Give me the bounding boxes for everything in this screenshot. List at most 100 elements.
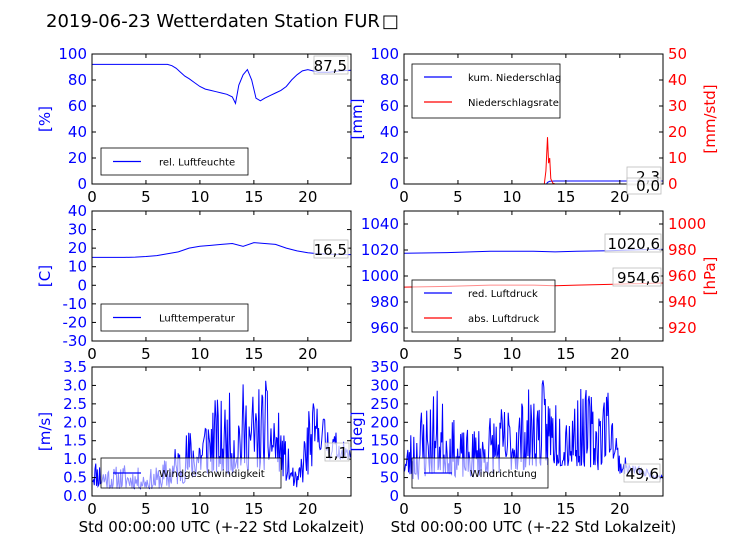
x-axis-label: Std 00:00:00 UTC (+-22 Std Lokalzeit) [391,518,677,536]
y-tick-label: 20 [68,239,87,257]
series-group [92,63,351,105]
x-tick-label: 0 [87,500,97,518]
legend: Windrichtung [411,457,549,489]
y-tick-label: 40 [380,123,399,141]
y-tick-label: 150 [370,432,399,450]
legend-frame [411,279,556,333]
legend: kum. Niederschlag Niederschlagsrate [411,63,561,119]
x-tick-label: 15 [556,188,575,206]
y2-tick-label: 940 [668,293,697,311]
x-tick-label: 20 [298,500,317,518]
y-tick-label: 2.5 [63,395,87,413]
y-tick-label: 10 [68,258,87,276]
y-tick-label: 50 [380,469,399,487]
value-label: 16,5 [314,241,347,259]
y2-tick-label: 10 [668,149,687,167]
value-label: 1020,6 [608,235,661,253]
y-axis-label: [mm] [348,99,366,140]
x-tick-label: 15 [244,345,263,363]
y-tick-label: 3.0 [63,376,87,394]
value-label: 49,6 [626,465,659,483]
series-group [404,380,663,481]
x-tick-label: 20 [298,345,317,363]
x-tick-label: 0 [87,188,97,206]
x-tick-label: 5 [453,345,463,363]
x-tick-label: 20 [610,345,629,363]
y2-tick-label: 50 [668,45,687,63]
x-tick-label: 5 [453,500,463,518]
x-tick-label: 15 [244,500,263,518]
y-tick-label: 20 [380,149,399,167]
x-tick-label: 15 [244,188,263,206]
value-label-box [313,239,349,259]
y-tick-label: 80 [380,71,399,89]
x-tick-label: 10 [502,500,521,518]
value-label: 1,1 [324,444,348,462]
y-tick-label: 350 [370,358,399,376]
plot-frame [91,53,352,185]
y-tick-label: 300 [370,376,399,394]
y-tick-label: 0.5 [63,469,87,487]
series-group [92,242,351,258]
legend-frame [411,63,561,119]
legend-entry: Windgeschwindigkeit [159,469,265,480]
y-tick-label: 0 [77,276,87,294]
y-tick-label: 100 [58,45,87,63]
y2-tick-label: 20 [668,123,687,141]
series-group [404,137,663,184]
x-tick-label: 10 [190,500,209,518]
value-label: 954,6 [617,269,660,287]
y-tick-label: -20 [63,313,88,331]
y-tick-label: 0 [389,487,399,505]
y-tick-label: 3.5 [63,358,87,376]
y-tick-label: 1020 [361,241,399,259]
plot-frame [91,210,352,342]
y-tick-label: 1000 [361,267,399,285]
x-tick-label: 10 [502,188,521,206]
y2-axis-label: [hPa] [701,257,719,296]
y-tick-label: 0 [389,175,399,193]
legend-entry: Windrichtung [470,469,537,480]
y2-tick-label: 40 [668,71,687,89]
legend-entry: rel. Luftfeuchte [159,158,235,169]
y-tick-label: 1040 [361,215,399,233]
legend: red. Luftdruck abs. Luftdruck [411,279,556,333]
y-tick-label: 960 [370,319,399,337]
y-tick-label: 20 [68,149,87,167]
x-tick-label: 10 [190,188,209,206]
x-tick-label: 0 [399,345,409,363]
value-label-box [313,55,349,75]
figure-title: 2019-06-23 Wetterdaten Station FUR □ [46,11,399,32]
y2-axis-label: [mm/std] [701,84,719,153]
legend-entry: kum. Niederschlag [468,73,561,84]
value-label-box [324,442,350,462]
series-line-windrichtung [404,380,663,481]
y-tick-label: 80 [68,71,87,89]
y2-tick-label: 980 [668,241,697,259]
value-label: 87,5 [314,57,347,75]
y-axis-label: [C] [36,265,54,287]
y-tick-label: 60 [380,97,399,115]
x-tick-label: 5 [141,500,151,518]
y-tick-label: -30 [63,332,88,350]
y2-tick-label: 960 [668,267,697,285]
y2-tick-label: 30 [668,97,687,115]
chart-panel-temperature: 0 5 10 15 20-30-20-10010203040[C]Lufttempera… [36,202,352,363]
y-axis-label: [m/s] [36,412,54,451]
x-tick-label: 0 [399,188,409,206]
series-line-rel-luftfeuchte [92,63,351,105]
y2-tick-label: 920 [668,319,697,337]
legend: Lufttemperatur [100,303,249,332]
chart-panel-precipitation: 0 5 10 15 20 0 20 40 60 80 100 0 10 20 30 40 50 [mm] [mm/s… [348,45,719,206]
x-tick-label: 5 [141,188,151,206]
y-tick-label: 980 [370,293,399,311]
legend: rel. Luftfeuchte [100,147,249,176]
y-tick-label: 100 [370,450,399,468]
legend-entry: red. Luftdruck [468,289,538,300]
y-tick-label: 30 [68,221,87,239]
y2-tick-label: 1000 [668,215,706,233]
x-tick-label: 5 [141,345,151,363]
y-tick-label: 0.0 [63,487,87,505]
legend: Windgeschwindigkeit [100,457,282,489]
